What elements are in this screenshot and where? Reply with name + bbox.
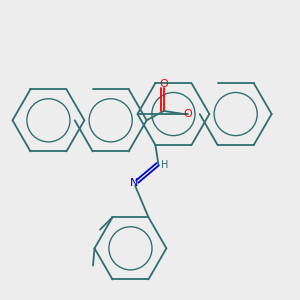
- Text: O: O: [159, 79, 168, 89]
- Text: H: H: [160, 160, 168, 170]
- Text: N: N: [130, 178, 139, 188]
- Text: O: O: [184, 109, 192, 119]
